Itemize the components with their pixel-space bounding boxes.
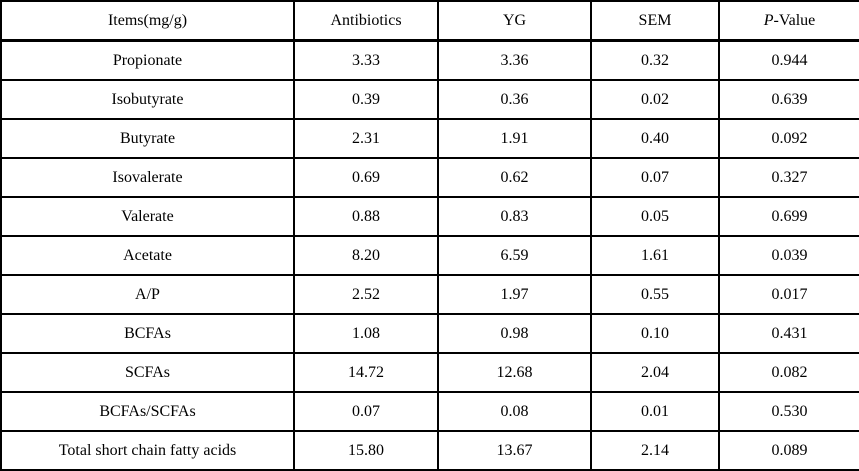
- cell-p-value: 0.089: [718, 430, 859, 471]
- cell-item: Valerate: [0, 196, 295, 237]
- column-header-yg: YG: [437, 0, 592, 42]
- cell-antibiotics: 0.88: [293, 196, 439, 237]
- cell-antibiotics: 1.08: [293, 313, 439, 354]
- column-header-p-value: P-Value: [718, 0, 859, 42]
- table-row: A/P 2.52 1.97 0.55 0.017: [0, 274, 859, 315]
- cell-item: SCFAs: [0, 352, 295, 393]
- cell-antibiotics: 0.69: [293, 157, 439, 198]
- cell-sem: 2.04: [590, 352, 720, 393]
- cell-sem: 0.05: [590, 196, 720, 237]
- table-row: Propionate 3.33 3.36 0.32 0.944: [0, 39, 859, 81]
- cell-antibiotics: 8.20: [293, 235, 439, 276]
- cell-p-value: 0.639: [718, 79, 859, 120]
- cell-item: Isovalerate: [0, 157, 295, 198]
- cell-p-value: 0.699: [718, 196, 859, 237]
- table-row: Isobutyrate 0.39 0.36 0.02 0.639: [0, 79, 859, 120]
- table-row: Acetate 8.20 6.59 1.61 0.039: [0, 235, 859, 276]
- cell-p-value: 0.082: [718, 352, 859, 393]
- cell-sem: 0.40: [590, 118, 720, 159]
- cell-antibiotics: 2.52: [293, 274, 439, 315]
- cell-yg: 13.67: [437, 430, 592, 471]
- cell-sem: 0.55: [590, 274, 720, 315]
- cell-p-value: 0.530: [718, 391, 859, 432]
- cell-yg: 0.08: [437, 391, 592, 432]
- cell-p-value: 0.039: [718, 235, 859, 276]
- p-value-rest: -Value: [773, 11, 816, 29]
- cell-yg: 0.62: [437, 157, 592, 198]
- column-header-antibiotics: Antibiotics: [293, 0, 439, 42]
- cell-p-value: 0.944: [718, 39, 859, 81]
- cell-antibiotics: 2.31: [293, 118, 439, 159]
- cell-yg: 0.98: [437, 313, 592, 354]
- cell-item: Acetate: [0, 235, 295, 276]
- cell-antibiotics: 0.39: [293, 79, 439, 120]
- cell-item: Propionate: [0, 39, 295, 81]
- cell-sem: 1.61: [590, 235, 720, 276]
- column-header-sem: SEM: [590, 0, 720, 42]
- cell-sem: 0.32: [590, 39, 720, 81]
- cell-antibiotics: 15.80: [293, 430, 439, 471]
- cell-item: BCFAs: [0, 313, 295, 354]
- column-header-items: Items(mg/g): [0, 0, 295, 42]
- cell-yg: 3.36: [437, 39, 592, 81]
- cell-sem: 2.14: [590, 430, 720, 471]
- cell-antibiotics: 3.33: [293, 39, 439, 81]
- cell-yg: 1.97: [437, 274, 592, 315]
- cell-antibiotics: 14.72: [293, 352, 439, 393]
- cell-p-value: 0.017: [718, 274, 859, 315]
- cell-yg: 1.91: [437, 118, 592, 159]
- cell-yg: 6.59: [437, 235, 592, 276]
- table-row: Butyrate 2.31 1.91 0.40 0.092: [0, 118, 859, 159]
- table-row: SCFAs 14.72 12.68 2.04 0.082: [0, 352, 859, 393]
- cell-item: BCFAs/SCFAs: [0, 391, 295, 432]
- cell-yg: 0.36: [437, 79, 592, 120]
- cell-p-value: 0.327: [718, 157, 859, 198]
- cell-sem: 0.02: [590, 79, 720, 120]
- cell-sem: 0.01: [590, 391, 720, 432]
- table-row: Total short chain fatty acids 15.80 13.6…: [0, 430, 859, 471]
- cell-item: Total short chain fatty acids: [0, 430, 295, 471]
- cell-yg: 12.68: [437, 352, 592, 393]
- cell-sem: 0.10: [590, 313, 720, 354]
- cell-item: A/P: [0, 274, 295, 315]
- table-row: Valerate 0.88 0.83 0.05 0.699: [0, 196, 859, 237]
- cell-item: Isobutyrate: [0, 79, 295, 120]
- cell-antibiotics: 0.07: [293, 391, 439, 432]
- cell-sem: 0.07: [590, 157, 720, 198]
- cell-p-value: 0.092: [718, 118, 859, 159]
- header-row: Items(mg/g) Antibiotics YG SEM P-Value: [0, 0, 859, 42]
- p-value-italic-p: P: [763, 11, 774, 29]
- table-row: BCFAs/SCFAs 0.07 0.08 0.01 0.530: [0, 391, 859, 432]
- table-row: BCFAs 1.08 0.98 0.10 0.431: [0, 313, 859, 354]
- cell-yg: 0.83: [437, 196, 592, 237]
- cell-p-value: 0.431: [718, 313, 859, 354]
- table-row: Isovalerate 0.69 0.62 0.07 0.327: [0, 157, 859, 198]
- cell-item: Butyrate: [0, 118, 295, 159]
